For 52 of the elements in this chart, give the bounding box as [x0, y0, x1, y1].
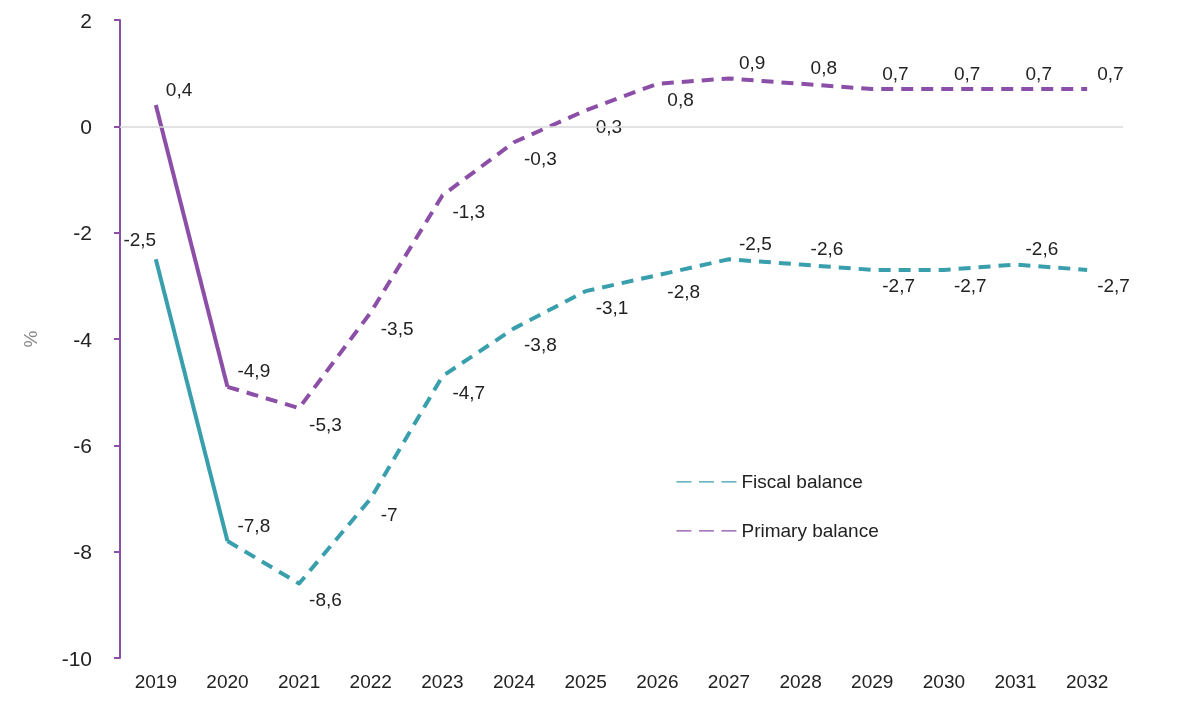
- data-label: -7,8: [237, 514, 271, 536]
- y-axis-title: %: [20, 330, 41, 348]
- y-tick-label: -6: [73, 433, 92, 457]
- data-label: -2,7: [882, 275, 915, 297]
- y-tick-label: 2: [80, 8, 92, 32]
- data-label: -2,7: [1097, 275, 1130, 297]
- x-tick-label: 2026: [636, 671, 679, 692]
- data-label: -4,7: [452, 381, 486, 403]
- data-label: 0,7: [953, 62, 981, 84]
- y-tick-label: -4: [73, 327, 93, 351]
- data-label: -2,8: [667, 280, 701, 302]
- data-label: 0,9: [738, 51, 766, 73]
- x-tick-label: 2031: [994, 671, 1037, 692]
- data-label: -2,6: [1025, 238, 1059, 260]
- data-label: -2,5: [738, 232, 772, 254]
- data-label: -3,8: [524, 333, 557, 355]
- y-tick-label: -8: [73, 540, 92, 564]
- legend-label: Primary balance: [741, 520, 879, 542]
- data-label: 0,8: [667, 89, 694, 111]
- y-tick-label: -2: [73, 221, 92, 245]
- x-tick-label: 2019: [134, 671, 177, 692]
- y-tick-label: 0: [80, 114, 92, 138]
- data-label: -8,6: [309, 589, 342, 611]
- data-label: -5,3: [309, 413, 342, 435]
- data-label: 0,3: [595, 115, 623, 137]
- data-label: -3,5: [380, 317, 414, 339]
- data-label: -4,9: [237, 360, 271, 382]
- x-tick-label: 2024: [492, 671, 536, 692]
- data-label: -1,3: [452, 200, 486, 222]
- data-label: 0,7: [1025, 62, 1052, 84]
- x-tick-label: 2021: [277, 671, 321, 692]
- y-tick-label: -10: [61, 646, 92, 670]
- data-label: 0,4: [165, 78, 193, 100]
- data-label: 0,8: [810, 57, 838, 79]
- x-tick-label: 2023: [421, 671, 464, 692]
- data-label: -2,7: [953, 275, 987, 297]
- x-tick-label: 2025: [564, 671, 607, 692]
- x-tick-label: 2022: [349, 671, 392, 692]
- legend-label: Fiscal balance: [741, 471, 863, 493]
- x-tick-label: 2020: [206, 671, 249, 692]
- x-tick-label: 2027: [707, 671, 751, 692]
- data-label: -3,1: [595, 296, 629, 318]
- x-tick-label: 2028: [779, 671, 822, 692]
- data-label: 0,7: [1097, 62, 1124, 84]
- data-label: -2,6: [810, 238, 844, 260]
- data-label: -0,3: [524, 147, 557, 169]
- x-tick-label: 2030: [922, 671, 966, 692]
- x-tick-label: 2029: [851, 671, 894, 692]
- data-label: -2,5: [123, 229, 157, 251]
- data-label: -7: [380, 504, 398, 525]
- data-label: 0,7: [882, 62, 909, 84]
- x-tick-label: 2032: [1066, 671, 1109, 692]
